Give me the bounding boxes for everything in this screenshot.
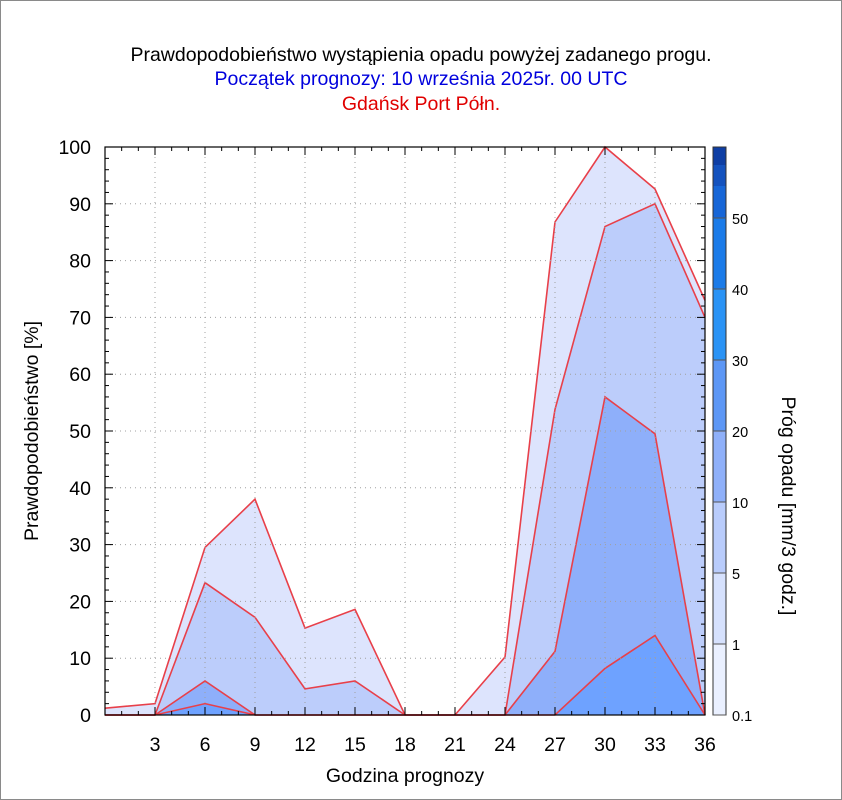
- x-tick-label: 12: [294, 734, 316, 756]
- y-tick-label: 80: [69, 251, 91, 273]
- x-axis-label: Godzina prognozy: [326, 765, 485, 787]
- y-tick-label: 0: [80, 705, 91, 727]
- area-series-3: [105, 635, 705, 715]
- x-tick-label: 36: [694, 734, 716, 756]
- y-tick-label: 100: [58, 137, 91, 159]
- colorbar-tick-label: 40: [732, 283, 748, 299]
- colorbar-segment: [713, 360, 726, 431]
- colorbar-tick-label: 1: [732, 638, 740, 654]
- y-tick-label: 60: [69, 364, 91, 386]
- colorbar: 0.1 1 5 10 20 30 40 50: [712, 146, 752, 725]
- colorbar-tick-label: 5: [732, 567, 740, 583]
- colorbar-tick-label: 10: [732, 496, 748, 512]
- colorbar-segment: [713, 147, 726, 165]
- y-tick-label: 20: [69, 591, 91, 613]
- colorbar-segment: [713, 573, 726, 644]
- y-tick-label: 10: [69, 648, 91, 670]
- colorbar-segment: [713, 431, 726, 502]
- x-tick-label: 27: [544, 734, 566, 756]
- chart-location: Gdańsk Port Półn.: [341, 93, 501, 115]
- colorbar-segment: [713, 644, 726, 715]
- colorbar-label: Próg opadu [mm/3 godz.]: [777, 397, 799, 616]
- colorbar-segment: [713, 289, 726, 360]
- axes: 3 6 9 12 15 18 21 24 27 30 33 360102030405060708090…: [58, 137, 715, 756]
- x-tick-label: 3: [150, 734, 161, 756]
- y-tick-label: 70: [69, 307, 91, 329]
- x-tick-label: 9: [250, 734, 261, 756]
- x-tick-label: 15: [344, 734, 366, 756]
- chart-title: Prawdopodobieństwo wystąpienia opadu pow…: [130, 44, 712, 66]
- colorbar-segment: [713, 218, 726, 289]
- colorbar-tick-label: 30: [732, 354, 748, 370]
- colorbar-tick-label: 0.1: [732, 709, 752, 725]
- chart-subtitle: Początek prognozy: 10 września 2025r. 00…: [214, 68, 628, 90]
- x-tick-label: 33: [644, 734, 666, 756]
- colorbar-tick-label: 50: [732, 212, 748, 228]
- colorbar-segment: [713, 502, 726, 573]
- x-tick-label: 30: [594, 734, 616, 756]
- y-tick-label: 30: [69, 535, 91, 557]
- y-axis-label: Prawdopodobieństwo [%]: [21, 321, 43, 541]
- x-tick-label: 18: [394, 734, 416, 756]
- colorbar-segment: [713, 186, 726, 218]
- y-tick-label: 90: [69, 194, 91, 216]
- x-tick-label: 6: [200, 734, 211, 756]
- x-tick-label: 24: [494, 734, 516, 756]
- colorbar-segment: [713, 165, 726, 186]
- colorbar-tick-label: 20: [732, 425, 748, 441]
- x-tick-label: 21: [444, 734, 466, 756]
- y-tick-label: 40: [69, 478, 91, 500]
- y-tick-label: 50: [69, 421, 91, 443]
